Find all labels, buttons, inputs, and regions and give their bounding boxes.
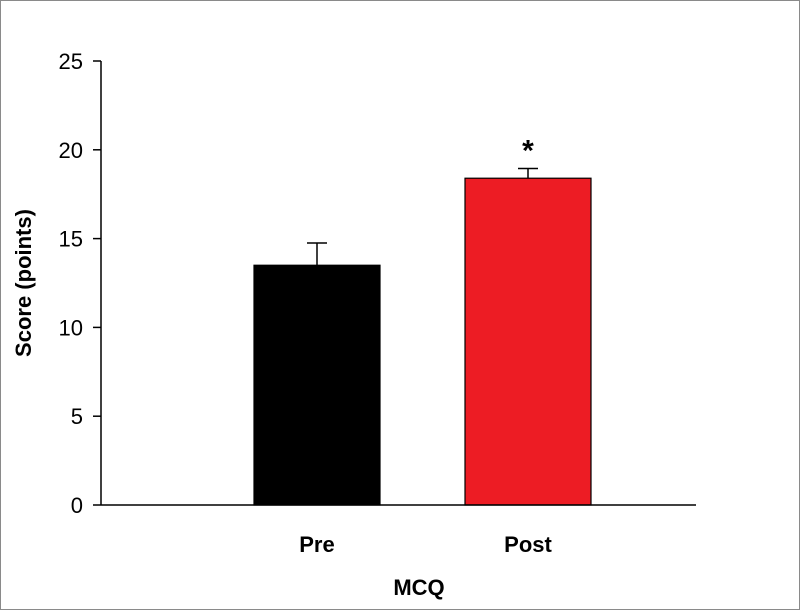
x-category-label-pre: Pre [299, 532, 334, 557]
y-tick-label: 5 [71, 404, 83, 429]
x-category-label-post: Post [504, 532, 552, 557]
significance-marker: * [522, 134, 534, 167]
bar-pre [253, 264, 381, 506]
chart-marks: * [253, 134, 592, 506]
x-axis-title: MCQ [393, 575, 444, 600]
y-tick-label: 20 [59, 138, 83, 163]
y-tick-label: 0 [71, 493, 83, 518]
y-axis-title: Score (points) [11, 209, 36, 357]
y-axis-ticks: 0 5 10 15 20 25 [59, 49, 101, 518]
x-axis-categories: Pre Post [299, 532, 552, 557]
y-tick-label: 15 [59, 227, 83, 252]
y-tick-label: 25 [59, 49, 83, 74]
y-tick-label: 10 [59, 315, 83, 340]
bar-post [464, 177, 592, 506]
